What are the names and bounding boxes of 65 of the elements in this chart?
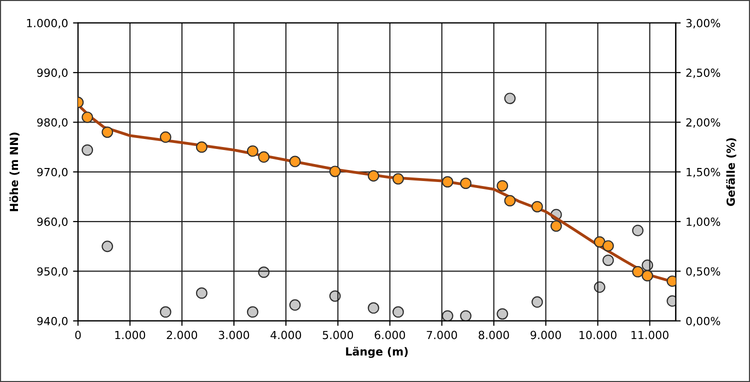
y2-tick-label: 1,50% xyxy=(686,168,720,178)
point xyxy=(442,176,454,188)
point xyxy=(632,266,644,278)
point xyxy=(496,180,508,192)
point xyxy=(368,170,380,182)
point xyxy=(504,195,516,206)
y-tick-label: 1.000,0 xyxy=(27,18,68,28)
point xyxy=(258,151,270,163)
point xyxy=(160,131,172,143)
x-tick-label: 11.000 xyxy=(632,330,668,340)
point xyxy=(196,287,208,299)
x-tick-label: 8.000 xyxy=(478,330,509,340)
point xyxy=(642,270,654,282)
point xyxy=(160,306,172,318)
x-tick-label: 3.000 xyxy=(218,330,250,340)
point xyxy=(246,306,258,318)
x-tick-label: 0 xyxy=(75,330,81,340)
x-tick-label: 1.000 xyxy=(115,330,146,340)
point xyxy=(368,302,380,314)
point xyxy=(504,92,516,104)
point xyxy=(82,112,94,123)
y-tick-label: 970,0 xyxy=(37,168,68,178)
y-tick-label: 940,0 xyxy=(37,316,68,326)
y2-tick-label: 3,00% xyxy=(686,18,720,28)
x-axis-title: Länge (m) xyxy=(346,346,408,358)
point xyxy=(550,220,562,232)
y-tick-label: 950,0 xyxy=(37,267,68,277)
point xyxy=(602,240,614,252)
point xyxy=(82,144,94,156)
point xyxy=(392,173,404,185)
point xyxy=(532,296,543,308)
y-tick-label: 980,0 xyxy=(37,118,68,128)
x-tick-label: 4.000 xyxy=(270,330,302,340)
point xyxy=(246,145,258,157)
point xyxy=(594,236,606,248)
point xyxy=(196,141,208,153)
y2-tick-label: 0,50% xyxy=(686,267,720,277)
point xyxy=(102,240,114,252)
y-axis-title: Höhe (m NN) xyxy=(9,132,20,212)
y2-axis-title: Gefälle (%) xyxy=(726,138,736,206)
x-tick-label: 2.000 xyxy=(166,330,198,340)
point xyxy=(102,126,114,138)
point xyxy=(329,166,341,178)
point xyxy=(460,310,472,321)
point xyxy=(532,200,543,212)
y2-tick-label: 1,00% xyxy=(686,218,720,228)
y2-tick-label: 2,50% xyxy=(686,68,720,78)
x-tick-label: 6.000 xyxy=(374,330,406,340)
x-tick-label: 5.000 xyxy=(322,330,354,340)
point xyxy=(632,224,644,236)
y2-tick-label: 0,00% xyxy=(686,316,720,326)
point xyxy=(442,310,454,321)
point xyxy=(329,290,341,302)
x-tick-label: 7.000 xyxy=(426,330,458,340)
y-tick-label: 990,0 xyxy=(37,68,68,78)
x-tick-label: 10.000 xyxy=(580,330,616,340)
point xyxy=(289,156,301,168)
point xyxy=(460,178,472,190)
y-tick-label: 960,0 xyxy=(37,218,68,228)
point xyxy=(289,299,301,311)
x-tick-label: 9.000 xyxy=(530,330,561,340)
point xyxy=(602,254,614,266)
y2-tick-label: 2,00% xyxy=(686,118,720,128)
point xyxy=(496,308,508,320)
point xyxy=(392,306,404,318)
